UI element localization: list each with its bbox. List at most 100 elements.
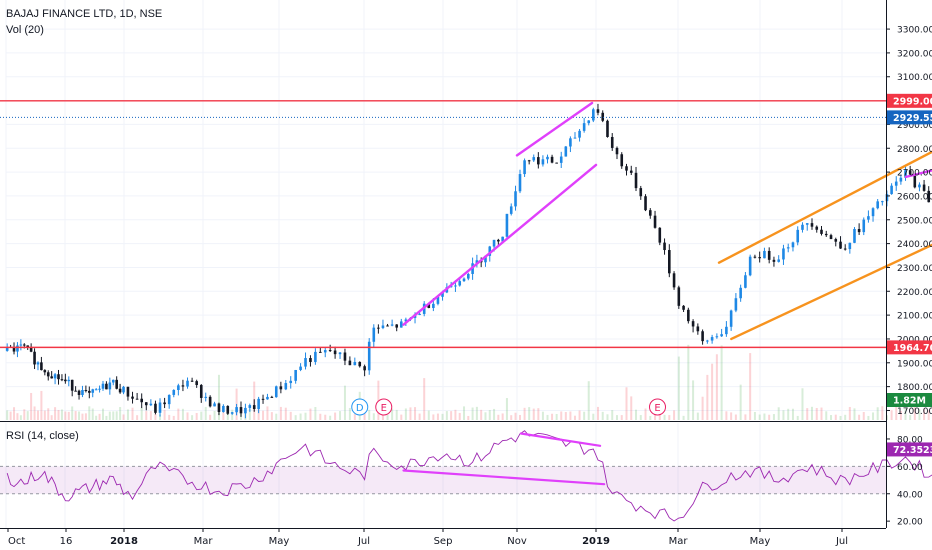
volume-bar <box>573 415 576 420</box>
volume-bar <box>834 414 837 420</box>
volume-bar <box>601 411 604 420</box>
volume-bar <box>510 415 513 420</box>
volume-bar <box>213 411 216 420</box>
time-axis-tick-label: May <box>269 536 290 547</box>
volume-bar <box>528 407 531 420</box>
volume-bar <box>284 407 287 420</box>
candle-body <box>29 347 33 352</box>
candle-body <box>367 341 371 371</box>
volume-bar <box>546 414 549 420</box>
volume-bar <box>432 414 435 420</box>
candle-body <box>222 405 225 412</box>
volume-bar <box>668 415 671 420</box>
volume-bar <box>47 408 50 420</box>
volume-bar <box>687 344 690 420</box>
volume-bar <box>289 411 292 420</box>
volume-bar <box>560 411 563 420</box>
price-axis-tick-label: 2900.00 <box>897 121 932 131</box>
volume-bar <box>635 409 638 420</box>
candle-body <box>710 337 714 341</box>
candle-body <box>881 201 884 203</box>
volume-bar <box>927 410 930 420</box>
candle-body <box>186 380 189 387</box>
candle-body <box>91 389 95 393</box>
time-axis-tick-label: Sep <box>434 536 453 547</box>
volume-bar <box>839 415 842 420</box>
volume-bar <box>275 413 278 420</box>
volume-bar <box>441 413 444 420</box>
price-axis-tick-label: 2500.00 <box>897 216 932 226</box>
candle-body <box>904 170 907 178</box>
candle-body <box>261 398 265 400</box>
volume-bar <box>436 413 439 420</box>
price-axis-tick-label: 2400.00 <box>897 240 932 250</box>
volume-bar <box>6 410 9 420</box>
volume-bar <box>339 411 342 420</box>
volume-bar <box>409 407 412 420</box>
candle-body <box>550 156 554 163</box>
candle-body <box>867 216 870 220</box>
candle-body <box>77 390 81 395</box>
volume-bar <box>663 414 666 420</box>
candle-body <box>67 379 71 382</box>
candle-body <box>734 298 738 311</box>
candle-body <box>546 156 549 160</box>
candle-body <box>653 215 657 228</box>
candle-body <box>43 370 47 373</box>
candle-body <box>328 350 332 352</box>
volume-bar <box>497 414 500 420</box>
candle-body <box>488 246 492 256</box>
volume-bar <box>782 410 785 420</box>
volume-bar <box>630 396 633 420</box>
candle-body <box>140 398 143 403</box>
rsi-panel[interactable] <box>0 423 932 528</box>
candle-body <box>922 184 926 191</box>
volume-bar <box>501 413 504 420</box>
candle-body <box>181 385 185 387</box>
volume-bar <box>105 415 108 420</box>
volume-bar <box>71 406 74 420</box>
volume-bar <box>23 409 26 420</box>
volume-bar <box>615 415 618 420</box>
volume-bar <box>418 413 421 420</box>
rsi-value-box <box>887 442 932 457</box>
volume-bar <box>749 353 752 420</box>
volume-bar <box>564 412 567 420</box>
candle-body <box>615 147 619 155</box>
volume-bar <box>266 406 269 420</box>
volume-bar <box>304 412 307 420</box>
time-axis-tick-label: Oct <box>8 536 25 547</box>
volume-bar <box>730 412 733 420</box>
volume-bar <box>904 408 907 420</box>
volume-bar <box>484 412 487 420</box>
volume-bar <box>658 413 661 420</box>
volume-bar <box>64 411 67 420</box>
volume-bar <box>611 410 614 420</box>
price-label-text: 1964.70 <box>893 343 932 354</box>
volume-bar <box>541 411 544 420</box>
time-axis-tick-label: 2019 <box>582 536 610 547</box>
volume-bar <box>423 378 426 420</box>
price-axis-tick-label: 2600.00 <box>897 192 932 202</box>
candle-body <box>257 398 260 409</box>
volume-bar <box>753 411 756 420</box>
price-axis-tick-label: 2800.00 <box>897 145 932 155</box>
volume-bar <box>334 412 337 420</box>
candle-body <box>625 166 628 171</box>
candle-body <box>677 287 681 306</box>
candle-body <box>436 296 440 304</box>
volume-bar <box>592 413 595 420</box>
price-axis-tick-label: 2700.00 <box>897 169 932 179</box>
candle-body <box>777 259 780 262</box>
candle-body <box>427 303 431 308</box>
candle-body <box>518 174 522 192</box>
price-axis-tick-label: 3200.00 <box>897 49 932 59</box>
volume-bar <box>791 408 794 420</box>
volume-bar <box>532 408 535 420</box>
volume-bar <box>555 413 558 420</box>
volume-bar <box>177 408 180 420</box>
volume-bar <box>270 412 273 420</box>
candle-body <box>244 407 247 414</box>
